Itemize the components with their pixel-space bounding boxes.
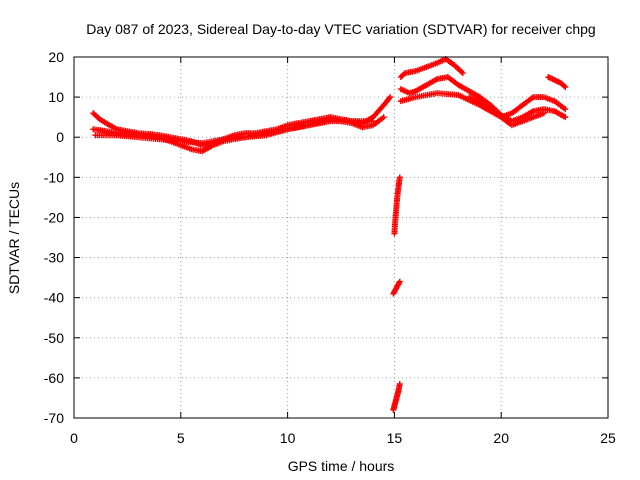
x-tick-label: 15	[387, 430, 403, 446]
y-tick-label: 10	[48, 89, 64, 105]
data-point-marker	[396, 174, 403, 181]
grid-lines	[74, 57, 608, 418]
y-tick-label: 20	[48, 49, 64, 65]
y-tick-label: -10	[44, 169, 64, 185]
y-tick-label: -50	[44, 330, 64, 346]
y-tick-label: -40	[44, 290, 64, 306]
y-axis-label: SDTVAR / TECUs	[6, 182, 22, 294]
data-point-marker	[396, 380, 403, 387]
plot-frame	[73, 56, 609, 419]
x-tick-label: 20	[493, 430, 509, 446]
y-tick-label: -70	[44, 410, 64, 426]
x-tick-label: 0	[70, 430, 78, 446]
y-tick-label: -20	[44, 209, 64, 225]
data-point-marker	[387, 94, 394, 101]
data-points	[90, 56, 569, 413]
x-axis-label: GPS time / hours	[288, 458, 395, 474]
chart-title: Day 087 of 2023, Sidereal Day-to-day VTE…	[86, 21, 595, 37]
data-point-marker	[540, 110, 547, 117]
data-point-marker	[562, 114, 569, 121]
y-tick-label: -30	[44, 250, 64, 266]
data-point-marker	[562, 106, 569, 113]
y-tick-label: -60	[44, 370, 64, 386]
data-point-marker	[562, 84, 569, 91]
data-point-marker	[370, 118, 377, 125]
y-tick-label: 0	[56, 129, 64, 145]
data-point-marker	[459, 70, 466, 77]
x-tick-label: 25	[600, 430, 616, 446]
data-point-marker	[380, 114, 387, 121]
axis-ticks: 0 5 10 15 20 25 20 10 0 -10 -20 -30 -40 -50 -60 -70	[44, 49, 616, 446]
data-point-marker	[396, 278, 403, 285]
x-tick-label: 5	[177, 430, 185, 446]
x-tick-label: 10	[280, 430, 296, 446]
